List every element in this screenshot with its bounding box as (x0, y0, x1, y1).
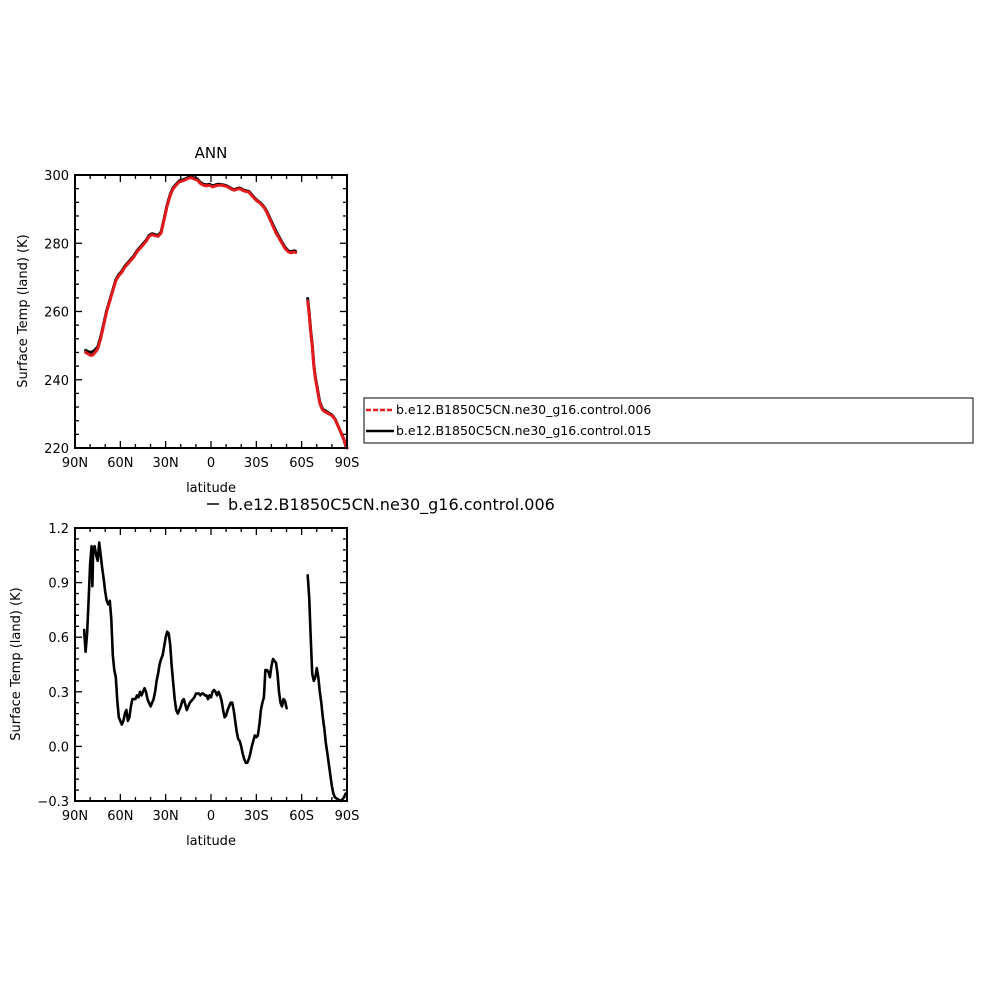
top-y-tick-label: 260 (44, 306, 69, 321)
top-y-tick-label: 220 (44, 442, 69, 457)
bottom-y-tick-label: 0.9 (48, 577, 69, 592)
top-x-tick-label: 60N (107, 456, 133, 471)
bottom-plot-frame (74, 527, 348, 802)
top-plot-frame (74, 174, 348, 449)
bottom-y-tick-label: 0.3 (48, 686, 69, 701)
bottom-x-tick-label: 60N (107, 809, 133, 824)
top-x-tick-label: 30N (153, 456, 179, 471)
bottom-ticks-group: 90N 60N 30N 0 30S 60S 90S −0.3 0.0 0.3 0.6 0.9 1.2 (37, 522, 359, 824)
top-y-tick-label: 280 (44, 237, 69, 252)
bottom-x-tick-label: 0 (207, 809, 215, 824)
top-series-2-line-segment-1 (84, 175, 298, 354)
top-x-axis-label: latitude (186, 481, 236, 496)
bottom-panel: b.e12.B1850C5CN.ne30_g16.control.006 90N… (9, 495, 555, 849)
bottom-legend-entry: b.e12.B1850C5CN.ne30_g16.control.006 (228, 495, 555, 515)
bottom-series-1-line-segment-2 (306, 574, 347, 803)
bottom-y-tick-label: 0.0 (48, 740, 69, 755)
bottom-y-tick-label: 1.2 (48, 522, 69, 537)
bottom-x-tick-label: 60S (289, 809, 314, 824)
bottom-x-tick-label: 90S (335, 809, 360, 824)
legend-entry-series-1: b.e12.B1850C5CN.ne30_g16.control.006 (396, 402, 651, 417)
top-x-tick-label: 90N (62, 456, 88, 471)
top-panel: ANN 90N 60N 30N 0 30S 60S 90S 220 240 260 280 300 l… (16, 144, 359, 496)
top-series-1-line-segment-2 (306, 299, 349, 450)
bottom-x-tick-label: 30N (153, 809, 179, 824)
bottom-y-tick-label: −0.3 (37, 795, 69, 810)
legend-entry-series-2: b.e12.B1850C5CN.ne30_g16.control.015 (396, 423, 651, 438)
bottom-x-axis-label: latitude (186, 834, 236, 849)
top-x-tick-label: 60S (289, 456, 314, 471)
top-x-tick-label: 0 (207, 456, 215, 471)
bottom-x-tick-label: 30S (244, 809, 269, 824)
top-y-tick-label: 240 (44, 374, 69, 389)
top-x-tick-label: 90S (335, 456, 360, 471)
top-ticks-group: 90N 60N 30N 0 30S 60S 90S 220 240 260 280 300 (44, 169, 359, 471)
top-panel-title: ANN (195, 144, 228, 162)
bottom-series-1-line-segment-1 (82, 541, 288, 765)
bottom-y-axis-label: Surface Temp (land) (K) (9, 587, 24, 740)
top-x-tick-label: 30S (244, 456, 269, 471)
top-legend: b.e12.B1850C5CN.ne30_g16.control.006 b.e… (363, 397, 974, 444)
top-y-axis-label: Surface Temp (land) (K) (16, 234, 31, 387)
top-y-tick-label: 300 (44, 169, 69, 184)
top-series-group (84, 175, 349, 450)
legend-box (363, 397, 974, 444)
bottom-series-group (82, 541, 347, 803)
bottom-y-tick-label: 0.6 (48, 631, 69, 646)
top-series-1-line-segment-1 (84, 176, 298, 358)
bottom-x-tick-label: 90N (62, 809, 88, 824)
